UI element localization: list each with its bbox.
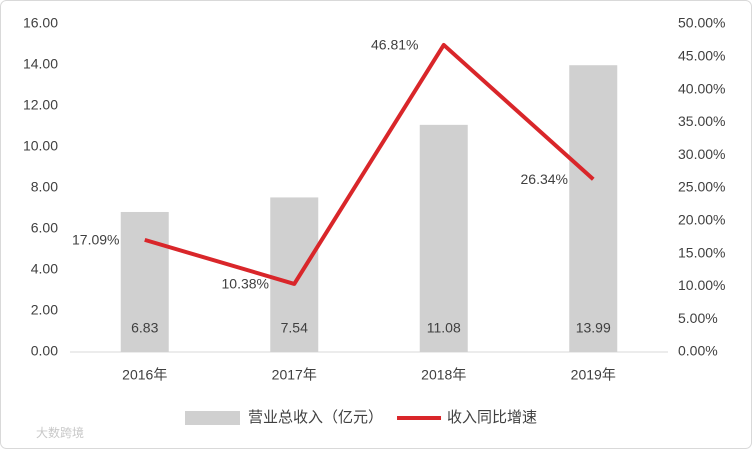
- line-value-label: 26.34%: [521, 171, 568, 187]
- line: [144, 42, 595, 286]
- y-tick-label: 6.00: [31, 220, 58, 236]
- x-tick-label: 2019年: [571, 367, 616, 383]
- y2-tick-label: 50.00%: [678, 15, 725, 31]
- y-tick-label: 0.00: [31, 343, 58, 359]
- y-tick-label: 16.00: [23, 15, 58, 31]
- bar: [270, 197, 319, 352]
- legend-label: 营业总收入（亿元）: [248, 409, 383, 426]
- y2-tick-label: 25.00%: [678, 179, 725, 195]
- y-tick-label: 14.00: [23, 56, 58, 72]
- y-tick-label: 4.00: [31, 261, 58, 277]
- bar-value-label: 6.83: [131, 320, 158, 336]
- x-tick-label: 2018年: [421, 367, 466, 383]
- y-tick-label: 2.00: [31, 302, 58, 318]
- y2-tick-label: 35.00%: [678, 113, 725, 129]
- x-tick-label: 2017年: [272, 367, 317, 383]
- bar-value-label: 7.54: [281, 320, 308, 336]
- bar-value-label: 13.99: [576, 320, 611, 336]
- bar-value-label: 11.08: [427, 320, 461, 336]
- watermark: 大数跨境: [36, 425, 84, 440]
- x-tick-label: 2016年: [122, 367, 167, 383]
- y2-tick-label: 20.00%: [678, 212, 725, 228]
- bar: [120, 211, 169, 352]
- line-value-label: 10.38%: [222, 276, 269, 292]
- y2-tick-label: 45.00%: [678, 48, 725, 64]
- line-value-label: 46.81%: [371, 37, 418, 53]
- bar: [419, 124, 468, 352]
- y2-tick-label: 30.00%: [678, 146, 725, 162]
- legend-swatch: [185, 411, 240, 425]
- y-tick-label: 12.00: [23, 97, 58, 113]
- y-tick-label: 8.00: [31, 179, 58, 195]
- bar: [569, 65, 618, 352]
- y-tick-label: 10.00: [23, 138, 58, 154]
- line-value-label: 17.09%: [72, 232, 119, 248]
- y2-tick-label: 40.00%: [678, 80, 725, 96]
- y2-tick-label: 10.00%: [678, 277, 725, 293]
- legend-label: 收入同比增速: [447, 409, 537, 426]
- y2-tick-label: 15.00%: [678, 244, 725, 260]
- y2-tick-label: 5.00%: [678, 310, 718, 326]
- y2-tick-label: 0.00%: [678, 343, 718, 359]
